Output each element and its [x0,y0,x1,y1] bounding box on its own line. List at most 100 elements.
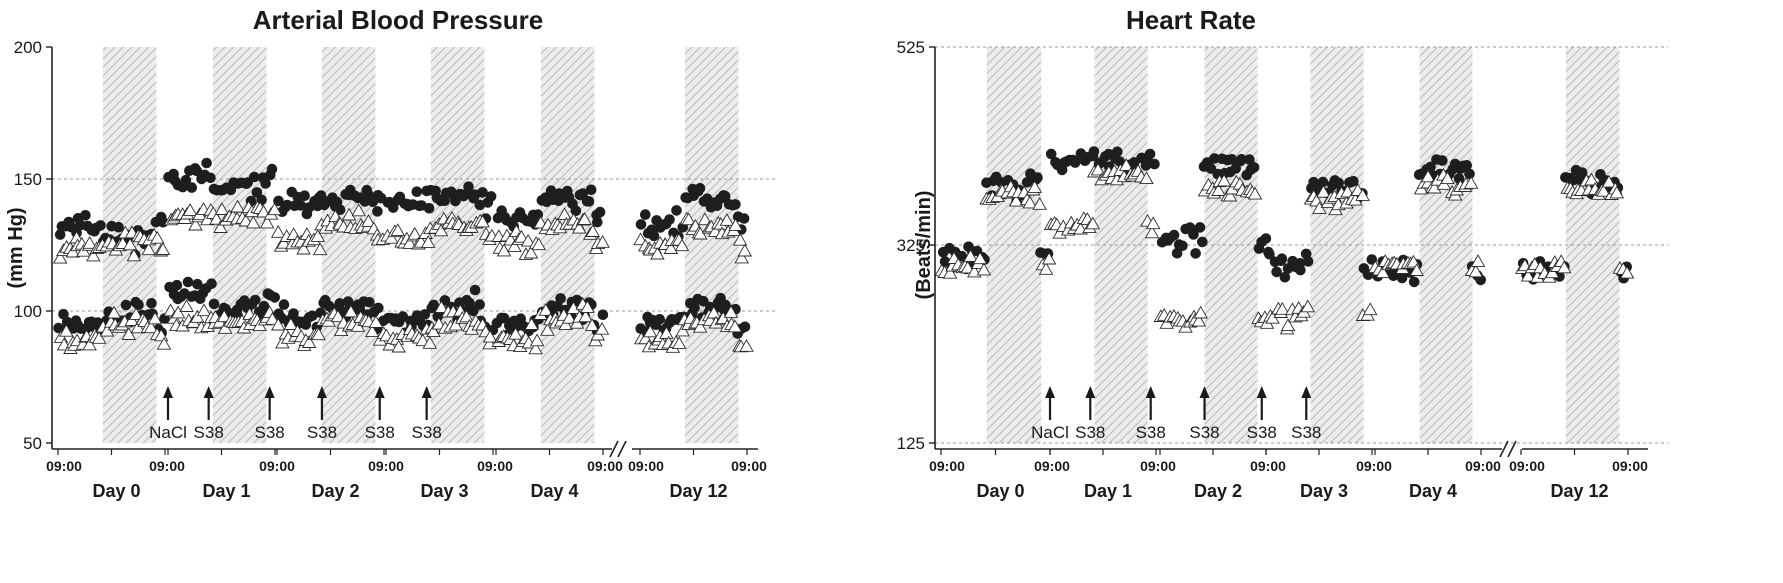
heart-rate-chart: Heart Rate (Beats/min) 125 325 525 09:00 09:… [897,5,1668,501]
data-point [372,206,383,217]
annotation-arrow [203,386,214,420]
data-point [343,304,359,318]
data-point [188,217,203,231]
data-point [595,234,610,248]
day-label: Day 2 [1194,481,1242,501]
x-tick-label: 09:00 [1356,458,1392,474]
data-point [972,251,988,265]
data-point [299,190,310,201]
data-point [448,317,463,331]
x-tick-label: 09:00 [731,458,767,474]
data-point [208,298,220,310]
day-label: Day 4 [1409,481,1457,501]
x-tick-label: 09:00 [1465,458,1501,474]
data-point [1226,154,1238,165]
data-point [82,235,97,249]
data-point [732,232,748,246]
data-point [372,302,384,314]
annotation-label: S38 [307,423,337,442]
x-tick-label: 09:00 [1509,458,1545,474]
dark-period-band [212,47,267,443]
data-point [642,324,658,338]
data-point [1139,171,1154,185]
data-point [122,237,138,251]
data-point [182,276,194,288]
data-point [270,317,286,331]
annotation-arrow [264,386,275,420]
data-point [390,223,406,237]
data-point [1609,185,1625,199]
chart-title: Arterial Blood Pressure [253,5,543,35]
data-point [278,299,290,310]
data-point [1275,301,1290,315]
data-point [391,339,406,353]
data-point [1463,175,1479,189]
y-axis-label: (mm Hg) [5,207,27,288]
data-point [269,292,281,303]
x-tick-label: 09:00 [628,458,664,474]
data-point [433,223,449,237]
data-point [648,230,660,242]
x-tick-label: 09:00 [149,458,185,474]
data-point [739,339,754,352]
data-point [706,305,722,319]
data-point [1355,188,1370,201]
data-point [960,260,975,274]
data-point [580,300,595,313]
data-point [407,226,423,240]
data-point [150,230,165,244]
data-point [434,300,449,313]
data-point [260,178,271,189]
annotation-label: NaCl [149,423,187,442]
data-point [143,320,159,334]
data-point [1159,316,1174,329]
data-point [1247,186,1263,200]
data-point [671,336,687,350]
data-point [201,157,212,169]
data-point [1045,148,1057,160]
data-point [95,220,106,231]
data-point [1340,184,1355,198]
annotation-arrow [374,386,385,420]
data-point [498,312,510,324]
y-tick-label: 200 [14,38,42,57]
data-point [1193,305,1208,319]
x-tick-label: 09:00 [46,458,82,474]
data-point [209,211,224,225]
data-point [230,199,245,213]
annotation-label: S38 [194,423,224,442]
data-point [514,229,529,243]
data-point [1211,183,1226,196]
day-label: Day 1 [202,481,250,501]
data-point [730,199,741,210]
data-point [664,214,675,225]
data-point [577,212,592,225]
data-point [1619,265,1635,279]
data-point [1144,148,1156,160]
annotation-label: NaCl [1031,423,1069,442]
data-point [562,310,577,324]
data-point [675,323,690,337]
data-point [364,296,375,308]
data-point [1248,162,1260,173]
data-point [312,242,328,256]
dark-period-band [321,47,376,443]
data-point [508,326,523,340]
data-point [126,248,142,262]
data-point [147,311,163,325]
data-point [180,174,192,186]
data-point [1191,313,1207,327]
data-point [1420,169,1436,183]
x-tick-label: 09:00 [368,458,404,474]
data-point [216,309,232,323]
data-point [531,237,546,251]
data-point [156,336,172,350]
data-point [659,326,674,339]
data-point [128,307,144,320]
annotation-arrow [1145,386,1156,420]
data-point [99,323,115,337]
data-point [411,186,423,197]
y-tick-label: 150 [14,170,42,189]
data-point [86,248,101,262]
data-point [141,242,156,256]
